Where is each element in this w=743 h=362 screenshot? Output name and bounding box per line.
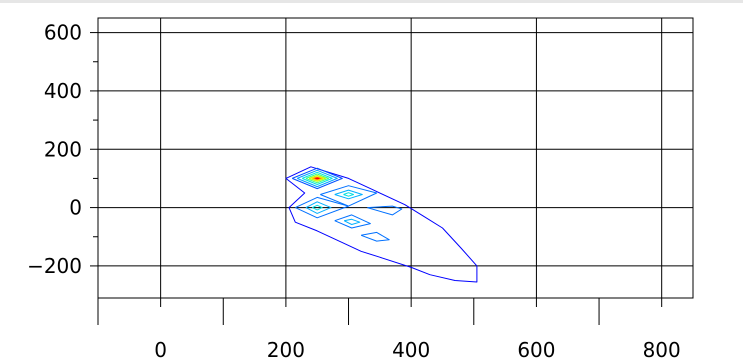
x-tick-label: 200 — [267, 338, 305, 362]
contour-hotspot-l8 — [315, 177, 320, 180]
contour-hotspot-l1 — [292, 167, 343, 190]
y-tick-label: 200 — [44, 137, 82, 161]
contour-mid-core — [343, 192, 354, 197]
y-tick-label: 600 — [44, 21, 82, 45]
x-tick-label: 600 — [517, 338, 555, 362]
axis-ticks — [90, 32, 663, 325]
contour-lower-inner — [343, 218, 361, 225]
contour-mid-outer — [320, 185, 378, 207]
contour-hotspot-l6 — [311, 176, 324, 181]
contour-hotspot-l4 — [305, 173, 329, 184]
grid — [98, 18, 693, 298]
x-tick-label: 0 — [154, 338, 167, 362]
top-divider — [0, 0, 743, 3]
y-tick-label: 400 — [44, 79, 82, 103]
tick-labels: 0 200 400 600 800 600 400 200 0 −200 — [27, 21, 681, 362]
contour-hotspot-l5 — [308, 175, 326, 182]
x-tick-label: 800 — [643, 338, 681, 362]
contour-lines — [285, 166, 478, 283]
contour-hotspot-l3 — [302, 171, 333, 185]
contour-right-small — [367, 205, 403, 216]
contour-outer — [285, 166, 478, 283]
contour-hotspot-l2 — [297, 169, 338, 188]
y-tick-label: −200 — [27, 254, 82, 278]
contour-mid-inner — [334, 189, 363, 200]
plot-frame — [97, 17, 694, 299]
contour-left-inner — [305, 201, 332, 214]
contour-left-core — [311, 204, 323, 211]
contour-left-outer — [295, 196, 349, 219]
y-tick-label: 0 — [69, 196, 82, 220]
contour-lower-outer — [334, 214, 371, 229]
contour-bottom-small — [360, 231, 390, 242]
x-tick-label: 400 — [392, 338, 430, 362]
